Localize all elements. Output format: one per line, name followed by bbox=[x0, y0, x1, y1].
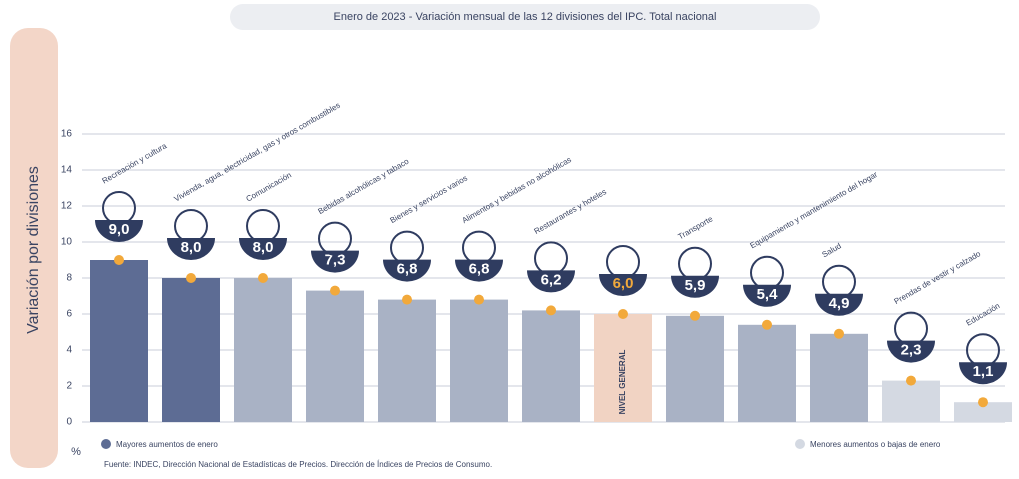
category-icon bbox=[607, 246, 639, 278]
y-axis-label: Variación por divisiones bbox=[25, 166, 42, 334]
bar bbox=[306, 291, 364, 422]
y-tick-label: 2 bbox=[66, 381, 72, 392]
bar-dot bbox=[186, 273, 196, 283]
bar-dot bbox=[114, 255, 124, 265]
category-icon bbox=[535, 242, 567, 274]
y-tick-label: 8 bbox=[66, 273, 72, 284]
category-label: Bienes y servicios varios bbox=[389, 174, 469, 226]
bar bbox=[882, 381, 940, 422]
bar bbox=[378, 300, 436, 422]
bar bbox=[666, 316, 724, 422]
category-icon bbox=[463, 232, 495, 264]
category-label: Comunicación bbox=[245, 170, 293, 203]
bar bbox=[234, 278, 292, 422]
bar-dot bbox=[546, 305, 556, 315]
category-label: NIVEL GENERAL bbox=[618, 350, 627, 415]
y-tick-label: 14 bbox=[61, 165, 73, 176]
chart: Variación por divisiones Enero de 2023 -… bbox=[0, 0, 1019, 474]
chart-title: Enero de 2023 - Variación mensual de las… bbox=[334, 11, 717, 23]
bar bbox=[810, 334, 868, 422]
bar bbox=[522, 310, 580, 422]
category-label: Educación bbox=[965, 301, 1002, 327]
legend-swatch bbox=[101, 439, 111, 449]
legend-label: Menores aumentos o bajas de enero bbox=[810, 440, 941, 449]
y-tick-label: 10 bbox=[61, 237, 73, 248]
category-label: Bebidas alcohólicas y tabaco bbox=[317, 157, 411, 217]
bar-dot bbox=[258, 273, 268, 283]
category-icon bbox=[391, 232, 423, 264]
bar-dot bbox=[690, 311, 700, 321]
legend-swatch bbox=[795, 439, 805, 449]
category-label: Salud bbox=[821, 241, 843, 259]
unit-label: % bbox=[71, 446, 81, 458]
bar-dot bbox=[402, 295, 412, 305]
y-tick-label: 0 bbox=[66, 417, 72, 428]
category-icon bbox=[823, 266, 855, 298]
bar-dot bbox=[474, 295, 484, 305]
category-label: Transporte bbox=[677, 214, 715, 241]
bar bbox=[738, 325, 796, 422]
bar-dot bbox=[834, 329, 844, 339]
bar-dot bbox=[762, 320, 772, 330]
y-tick-label: 12 bbox=[61, 201, 73, 212]
bar-dot bbox=[330, 286, 340, 296]
category-icon bbox=[247, 210, 279, 242]
category-icon bbox=[751, 257, 783, 289]
source: Fuente: INDEC, Dirección Nacional de Est… bbox=[104, 460, 492, 469]
category-icon bbox=[103, 192, 135, 224]
category-icon bbox=[319, 223, 351, 255]
bar-dot bbox=[978, 397, 988, 407]
bar-dot bbox=[618, 309, 628, 319]
category-icon bbox=[679, 248, 711, 280]
category-label: Restaurantes y hoteles bbox=[533, 187, 608, 236]
bar bbox=[90, 260, 148, 422]
bar bbox=[162, 278, 220, 422]
bar bbox=[450, 300, 508, 422]
category-icon bbox=[895, 313, 927, 345]
bar-dot bbox=[906, 376, 916, 386]
y-tick-label: 6 bbox=[66, 309, 72, 320]
y-tick-label: 16 bbox=[61, 129, 73, 140]
y-tick-label: 4 bbox=[66, 345, 72, 356]
category-label: Equipamiento y mantenimiento del hogar bbox=[749, 170, 880, 251]
legend-label: Mayores aumentos de enero bbox=[116, 440, 218, 449]
category-icon bbox=[175, 210, 207, 242]
category-label: Recreación y cultura bbox=[101, 141, 169, 186]
